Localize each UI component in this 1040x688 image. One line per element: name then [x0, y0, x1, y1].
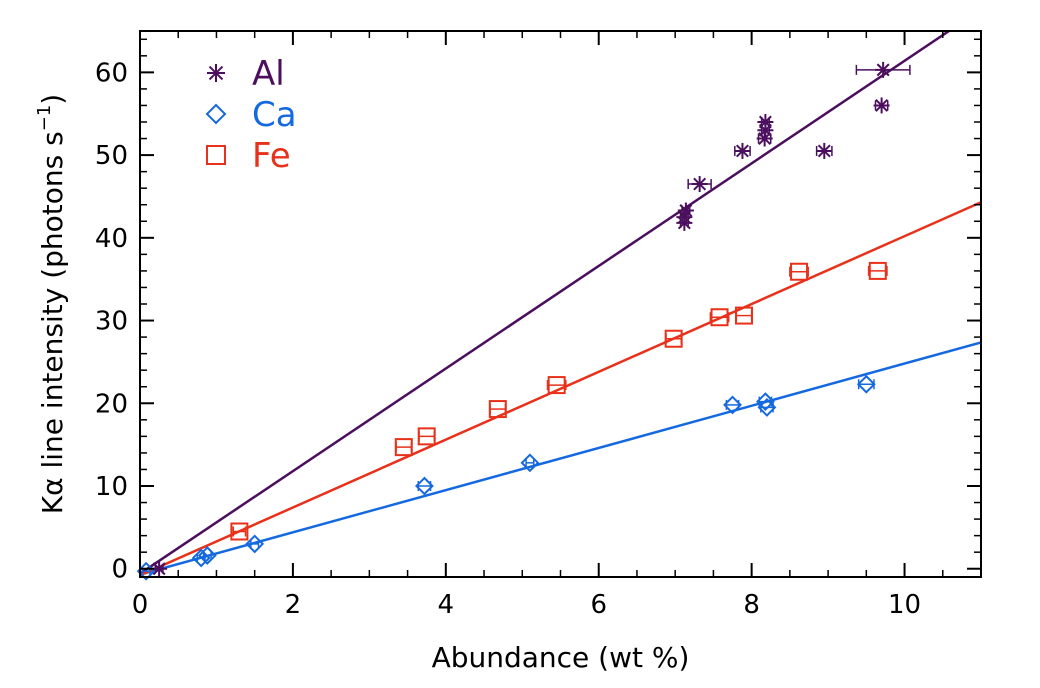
marker-shape	[856, 374, 876, 394]
marker-stroke	[817, 144, 831, 158]
y-tick-label: 60	[95, 58, 128, 88]
legend-label: Al	[252, 54, 285, 94]
y-axis-label-main: Kα line intensity (photons s	[36, 131, 69, 514]
marker-stroke	[758, 115, 772, 129]
data-point-fe	[734, 306, 753, 325]
data-point-al	[815, 142, 833, 159]
data-point-fe	[394, 438, 413, 457]
y-tick-label: 20	[95, 389, 128, 419]
marker-shape	[790, 262, 809, 281]
data-point-ca	[520, 453, 540, 473]
marker-shape	[723, 395, 742, 415]
marker-shape	[206, 145, 226, 165]
marker-shape	[520, 453, 540, 473]
marker-stroke	[735, 144, 749, 158]
marker-stroke	[152, 562, 166, 576]
marker-shape	[755, 392, 775, 412]
y-tick-label: 0	[111, 555, 128, 585]
marker-shape	[394, 438, 413, 457]
x-tick-label: 4	[438, 590, 455, 620]
marker-shape	[664, 329, 683, 348]
marker-shape	[547, 376, 566, 395]
marker-shape	[245, 534, 265, 554]
y-tick-label: 10	[95, 472, 128, 502]
marker-stroke	[679, 204, 693, 217]
data-point-ca	[414, 476, 434, 496]
data-point-al	[855, 61, 911, 78]
data-point-ca	[757, 397, 777, 417]
x-tick-label: 2	[285, 590, 302, 620]
data-point-al	[734, 142, 751, 159]
data-point-al	[873, 97, 890, 114]
legend-label: Fe	[252, 136, 291, 176]
data-point-fe	[867, 261, 888, 280]
legend-entry-ca: Ca	[205, 95, 297, 135]
marker-shape	[205, 103, 227, 125]
y-tick-label: 40	[95, 224, 128, 254]
data-point-fe	[709, 308, 730, 327]
x-tick-label: 0	[132, 590, 149, 620]
marker-stroke	[875, 98, 889, 112]
marker-shape	[197, 546, 217, 565]
marker-shape	[417, 427, 436, 446]
data-point-al	[677, 202, 694, 219]
marker-shape	[757, 397, 777, 417]
data-points	[136, 61, 911, 581]
y-axis-label-exponent: −1	[34, 105, 55, 132]
data-point-fe	[488, 400, 507, 419]
data-point-ca	[723, 395, 742, 415]
x-tick-label: 6	[590, 590, 607, 620]
legend-entry-al: Al	[207, 54, 285, 94]
legend-label: Ca	[252, 95, 297, 135]
marker-shape	[414, 476, 434, 496]
axis-ticks: 0 2 4 6 8 10 0 10 20 30 40 50 60	[95, 31, 982, 620]
y-tick-label: 50	[95, 141, 128, 171]
data-point-ca	[245, 534, 265, 554]
legend-entry-fe: Fe	[206, 136, 291, 176]
marker-shape	[230, 522, 249, 541]
x-axis-label: Abundance (wt %)	[432, 641, 690, 674]
data-point-fe	[546, 376, 567, 395]
data-point-ca	[856, 374, 876, 394]
fit-line-al	[140, 31, 952, 575]
data-point-fe	[417, 427, 436, 446]
y-axis-label-close: )	[36, 94, 69, 105]
fit-line-ca	[140, 341, 981, 576]
data-point-al	[757, 114, 774, 130]
y-tick-label: 30	[95, 307, 128, 337]
marker-shape	[868, 261, 887, 280]
data-point-fe	[230, 522, 249, 541]
x-tick-label: 10	[888, 590, 921, 620]
x-tick-label: 8	[743, 590, 760, 620]
marker-shape	[488, 400, 507, 419]
marker-shape	[710, 308, 729, 327]
data-point-al	[687, 176, 712, 193]
fit-line-fe	[140, 201, 981, 577]
marker-stroke	[208, 65, 224, 81]
data-point-fe	[789, 262, 809, 281]
marker-stroke	[876, 63, 890, 77]
data-point-fe	[664, 329, 683, 348]
marker-shape	[734, 306, 753, 325]
data-point-ca	[197, 546, 217, 565]
y-axis-label: Kα line intensity (photons s−1)	[34, 94, 69, 514]
fit-lines	[140, 31, 981, 577]
marker-stroke	[693, 177, 707, 191]
